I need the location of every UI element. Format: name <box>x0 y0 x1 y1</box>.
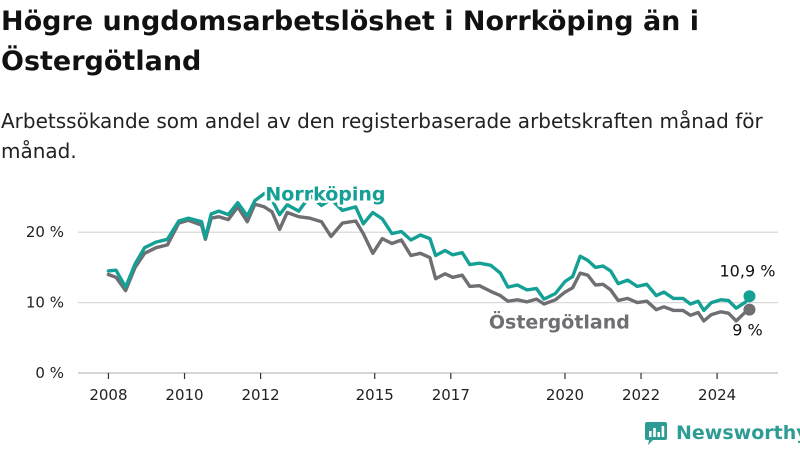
y-tick-label: 10 % <box>26 294 64 312</box>
x-tick-label: 2008 <box>89 386 127 404</box>
series-lines <box>106 191 752 323</box>
series-end-point <box>743 290 756 303</box>
x-tick-label: 2020 <box>546 386 584 404</box>
series-labels: 10,9 % 9 % Norrköping Östergötland <box>263 181 776 340</box>
chart-title: Högre ungdomsarbetslöshet i Norrköping ä… <box>1 6 700 77</box>
series-end-point <box>743 303 756 316</box>
x-tick-label: 2010 <box>165 386 203 404</box>
axis-labels: 0 % 10 % 20 % 2008 2010 2012 2015 2017 2020 2022 2… <box>26 223 736 404</box>
series-name-label: Östergötland <box>489 309 630 333</box>
x-tick-label: 2017 <box>432 386 470 404</box>
y-tick-label: 0 % <box>35 364 64 382</box>
end-value-label: 10,9 % <box>720 261 776 280</box>
newsworthy-logo: Newsworthy <box>643 419 800 447</box>
chart-subtitle: Arbetssökande som andel av den registerb… <box>1 109 763 163</box>
end-value-label: 9 % <box>732 321 762 340</box>
x-tick-label: 2024 <box>698 386 736 404</box>
series-name-label: Norrköping <box>265 183 385 205</box>
bar-chart-icon <box>645 422 667 445</box>
x-tick-label: 2015 <box>356 386 394 404</box>
series-line <box>106 202 752 323</box>
y-tick-label: 20 % <box>26 223 64 241</box>
series-line <box>106 191 752 313</box>
brand-name: Newsworthy <box>676 422 800 444</box>
x-tick-label: 2012 <box>242 386 280 404</box>
gridlines <box>78 231 778 374</box>
x-tick-label: 2022 <box>622 386 660 404</box>
